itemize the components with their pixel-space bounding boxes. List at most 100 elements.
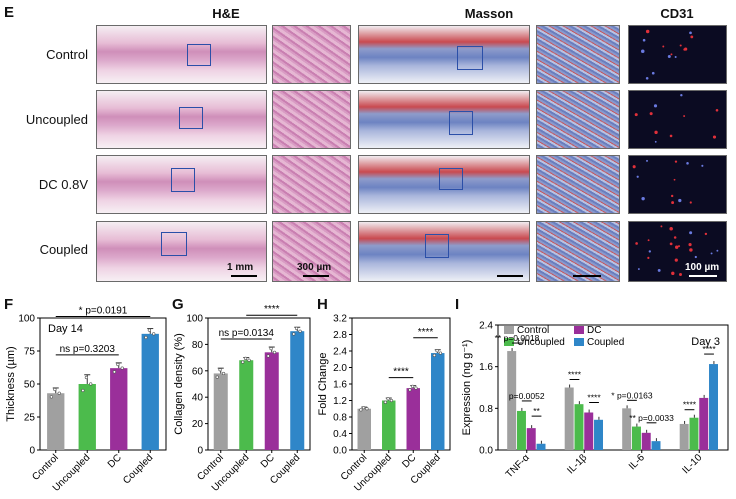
row-label-coupled: Coupled <box>39 242 88 257</box>
y-tick-label: 100 <box>186 314 203 325</box>
y-tick-label: 25 <box>24 413 36 424</box>
x-tick-label: IL-1β <box>565 452 589 476</box>
cd31-image-control <box>628 25 727 84</box>
legend-label: Uncoupled <box>517 337 565 348</box>
data-point <box>389 398 394 403</box>
cd31-dot <box>675 245 679 249</box>
cd31-dot <box>670 194 674 198</box>
cd31-dot <box>701 164 704 167</box>
cd31-dot <box>712 135 717 139</box>
cd31-dot <box>647 256 650 259</box>
data-point <box>112 370 117 374</box>
cd31-dot <box>632 165 636 169</box>
y-tick-label: 60 <box>192 366 204 377</box>
y-tick-label: 1.6 <box>479 362 493 373</box>
cd31-dot <box>670 53 673 56</box>
zoom-box <box>439 168 463 190</box>
significance-label: **** <box>568 370 582 380</box>
data-point <box>120 366 124 370</box>
y-tick-label: 0.4 <box>333 429 347 440</box>
cd31-dot <box>686 162 689 165</box>
bar-dc <box>641 432 651 450</box>
y-axis-label: Collagen density (%) <box>173 333 185 435</box>
data-point <box>81 388 85 393</box>
y-axis-label: Fold Change <box>317 353 329 416</box>
cd31-dot <box>689 31 692 35</box>
cd31-image-uncoupled <box>628 90 727 149</box>
data-point <box>247 358 251 362</box>
significance-label: * p=0.0163 <box>611 390 653 400</box>
significance-label: ** p=0.0033 <box>629 413 674 423</box>
he-image-control <box>96 25 267 84</box>
y-tick-label: 0.0 <box>333 446 347 457</box>
x-tick-label: DC <box>259 452 277 470</box>
scalebar-label-cd31: 100 µm <box>685 262 720 273</box>
significance-label: ns p=0.3203 <box>60 344 116 355</box>
cd31-dot <box>651 71 655 75</box>
masson-image-dc <box>358 155 530 214</box>
scalebar-masson-zoom <box>573 275 601 277</box>
data-point <box>53 387 57 392</box>
x-tick-label: IL-10 <box>680 452 704 476</box>
x-tick-label: DC <box>106 452 124 470</box>
data-point <box>294 326 299 331</box>
y-tick-label: 0.0 <box>479 446 493 457</box>
he-zoom-coupled: 300 µm <box>272 221 351 282</box>
bar-coupled <box>141 333 159 450</box>
cd31-dot <box>674 56 677 59</box>
bar-dc <box>584 412 594 450</box>
cd31-dot <box>704 232 708 236</box>
x-tick-label: Control <box>30 452 61 483</box>
cd31-dot <box>645 76 649 80</box>
zoom-box <box>457 46 483 70</box>
cd31-dot <box>642 38 646 42</box>
chart-annotation: Day 14 <box>48 323 83 335</box>
zoom-box <box>449 111 473 135</box>
row-label-dc: DC 0.8V <box>38 177 88 192</box>
data-point <box>49 395 54 399</box>
significance-label: ** p=0.0018 <box>495 333 540 343</box>
bar-uncoupled <box>239 360 254 450</box>
y-tick-label: 75 <box>24 347 36 358</box>
bar-dc <box>699 397 709 450</box>
cd31-dot <box>636 175 639 178</box>
row-label-control: Control <box>46 47 88 62</box>
cd31-dot <box>671 271 675 276</box>
y-tick-label: 0.8 <box>479 404 493 415</box>
y-tick-label: 2.4 <box>479 321 493 332</box>
x-tick-label: DC <box>400 452 418 470</box>
significance-label: **** <box>683 400 697 410</box>
masson-image-uncoupled <box>358 90 530 149</box>
bar-coupled <box>431 353 445 450</box>
significance-label: ns p=0.0134 <box>219 328 275 339</box>
zoom-box <box>179 107 203 129</box>
data-point <box>243 356 248 360</box>
data-point <box>218 368 222 372</box>
legend-label: Control <box>517 325 549 336</box>
bar-dc <box>526 428 536 450</box>
y-tick-label: 50 <box>24 380 36 391</box>
bar-control <box>679 423 689 450</box>
data-point <box>361 405 366 410</box>
x-tick-label: IL-6 <box>627 452 647 472</box>
data-point <box>147 328 151 332</box>
masson-zoom-uncoupled <box>536 90 620 149</box>
cd31-dot <box>679 44 682 47</box>
bar-coupled <box>290 331 305 450</box>
bar-coupled <box>536 443 546 450</box>
he-image-dc <box>96 155 267 214</box>
cd31-dot <box>690 35 694 39</box>
he-image-uncoupled <box>96 90 267 149</box>
cd31-dot <box>673 178 676 181</box>
panel-letter-g: G <box>172 296 184 313</box>
y-tick-label: 80 <box>192 340 204 351</box>
cd31-dot <box>649 112 653 116</box>
y-tick-label: 20 <box>192 419 204 430</box>
cd31-dot <box>647 239 650 242</box>
he-zoom-dc <box>272 155 351 214</box>
cd31-dot <box>716 249 719 252</box>
bar-coupled <box>651 441 661 450</box>
data-point <box>152 332 156 336</box>
